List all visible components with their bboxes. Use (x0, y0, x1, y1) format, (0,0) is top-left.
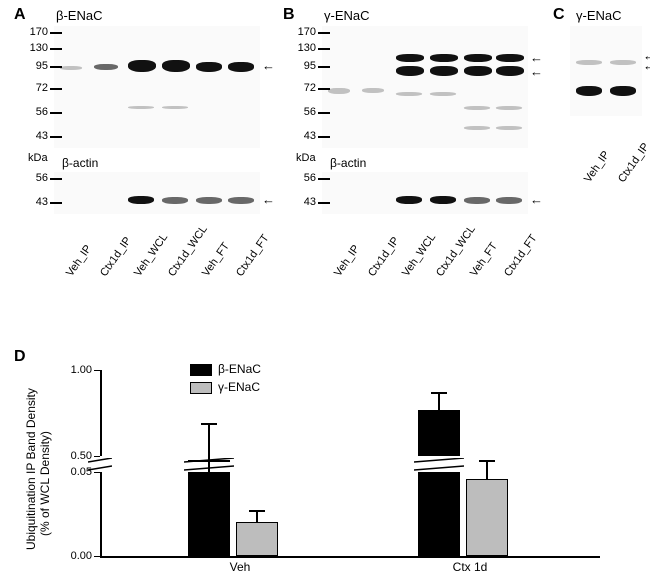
ladder-lab: 95 (290, 60, 316, 72)
lane-label: Veh_IP (332, 243, 362, 279)
ladder-lab: 43 (290, 130, 316, 142)
lane-label: Ctx1d_FT (234, 232, 272, 278)
err-ctx-beta (438, 392, 440, 410)
ladder-lab: 170 (290, 26, 316, 38)
legend-label-gamma: γ-ENaC (218, 380, 260, 394)
err-veh-beta (208, 423, 210, 458)
lane-label: Ctx1d_FT (502, 232, 540, 278)
lane-label: Veh_WCL (132, 231, 170, 278)
panel-b-arrow-1: ← (530, 54, 543, 62)
ytick: 0.00 (58, 550, 92, 562)
y-axis-upper (100, 370, 102, 456)
ladder-lab: 130 (22, 42, 48, 54)
panel-b-actin-title: β-actin (330, 156, 366, 170)
ytick: 0.05 (58, 466, 92, 478)
bar-break-icon (414, 458, 438, 468)
chart-ylabel-2: (% of WCL Density) (38, 431, 52, 536)
lane-label: Ctx1d_IP (98, 235, 134, 279)
err-veh-beta-top (201, 423, 217, 425)
panel-c-title: γ-ENaC (576, 8, 622, 23)
bar-ctx-gamma (466, 479, 508, 556)
ladder-lab: 56 (290, 106, 316, 118)
panel-a-actin-title: β-actin (62, 156, 98, 170)
panel-d-letter: D (14, 348, 26, 366)
panel-a-letter: A (14, 6, 26, 24)
panel-a-title: β-ENaC (56, 8, 102, 23)
lane-label: Veh_FT (468, 240, 500, 278)
bar-ctx-beta-upper (418, 410, 460, 456)
ladder-lab: 56 (290, 172, 316, 184)
ytick: 1.00 (58, 364, 92, 376)
panel-b-arrow-2: ← (530, 68, 543, 76)
panel-b-actin-blot (322, 172, 528, 214)
lane-label: Veh_IP (582, 149, 612, 185)
chart-ylabel-1: Ubiquitination IP Band Density (24, 388, 38, 550)
panel-b-title: γ-ENaC (324, 8, 370, 23)
ladder-lab: 170 (22, 26, 48, 38)
err-veh-gamma (256, 510, 258, 522)
legend-swatch-beta (190, 364, 212, 376)
ladder-lab: 130 (290, 42, 316, 54)
panel-a-blot (54, 26, 260, 148)
ladder-lab: 56 (22, 106, 48, 118)
bar-veh-gamma (236, 522, 278, 556)
panel-b-actin-arrow: ← (530, 196, 543, 204)
panel-b-letter: B (283, 6, 295, 24)
lane-label: Veh_FT (200, 240, 232, 278)
panel-a-arrow: ← (262, 62, 275, 70)
ladder-lab: 72 (290, 82, 316, 94)
lane-label: Ctx1d_IP (366, 235, 402, 279)
panel-c-arrow-2: ← (643, 62, 650, 70)
panel-c-blot (570, 26, 642, 116)
lane-label: Veh_IP (64, 243, 94, 279)
panel-a-actin-arrow: ← (262, 196, 275, 204)
panel-a-kda: kDa (28, 152, 48, 164)
xlabel-veh: Veh (200, 560, 280, 574)
axis-break-icon (88, 458, 112, 468)
ladder-lab: 56 (22, 172, 48, 184)
panel-c-letter: C (553, 6, 565, 24)
y-axis-lower (100, 472, 102, 556)
legend-swatch-gamma (190, 382, 212, 394)
panel-a-actin-blot (54, 172, 260, 214)
legend-label-beta: β-ENaC (218, 362, 261, 376)
bar-veh-beta (188, 472, 230, 556)
ladder-lab: 95 (22, 60, 48, 72)
ladder-lab: 43 (22, 196, 48, 208)
panel-b-blot (322, 26, 528, 148)
ladder-lab: 72 (22, 82, 48, 94)
ladder-lab: 43 (22, 130, 48, 142)
ubiquitination-bar-chart: Ubiquitination IP Band Density (% of WCL… (60, 360, 620, 575)
lane-label: Ctx1d_IP (616, 141, 650, 185)
bar-ctx-beta-lower (418, 472, 460, 556)
err-ctx-gamma (486, 460, 488, 479)
lane-label: Veh_WCL (400, 231, 438, 278)
ytick: 0.50 (58, 450, 92, 462)
xlabel-ctx: Ctx 1d (430, 560, 510, 574)
panel-b-kda: kDa (296, 152, 316, 164)
x-axis (100, 556, 600, 558)
ladder-lab: 43 (290, 196, 316, 208)
